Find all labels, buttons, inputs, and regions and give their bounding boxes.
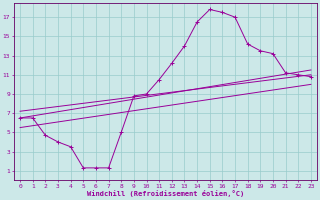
X-axis label: Windchill (Refroidissement éolien,°C): Windchill (Refroidissement éolien,°C) xyxy=(87,190,244,197)
